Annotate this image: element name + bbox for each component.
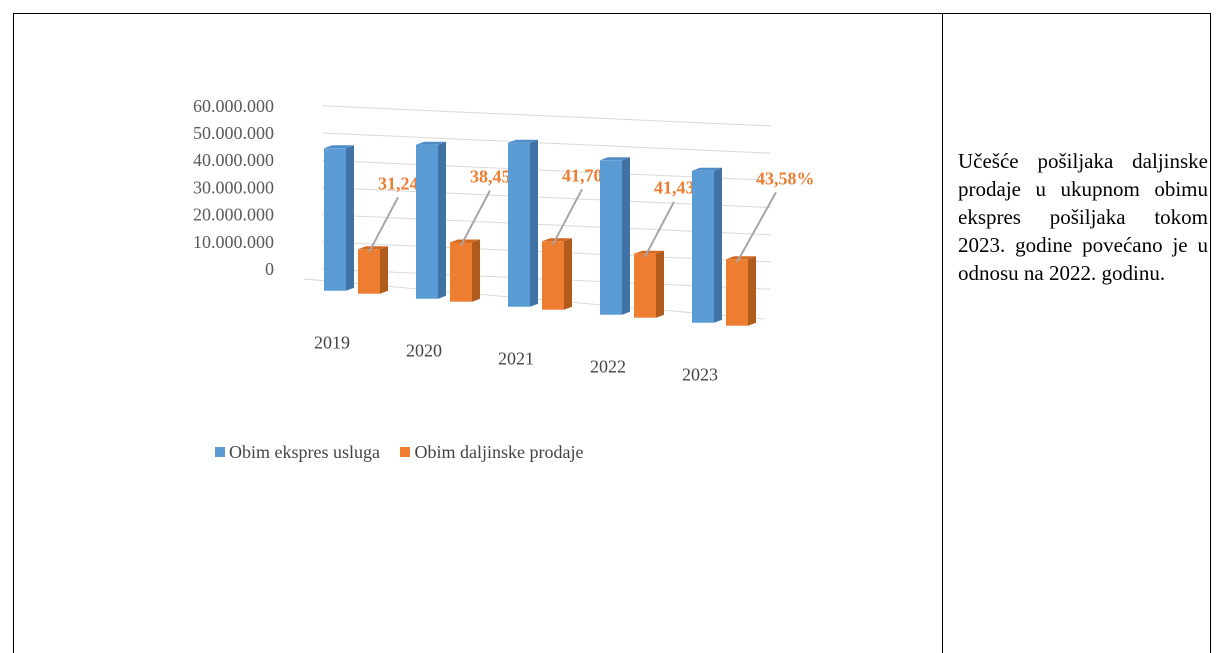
- bar-express: [416, 144, 438, 299]
- bar-express-top: [416, 141, 446, 145]
- bar-express-top: [324, 145, 354, 149]
- bar-distance-side: [564, 238, 572, 310]
- bar-distance-side: [656, 250, 664, 318]
- bar-express-side: [346, 145, 354, 291]
- bar-distance-top: [634, 250, 664, 254]
- table-border: [13, 13, 1211, 653]
- bar-distance: [634, 253, 656, 318]
- bar-express: [508, 142, 530, 307]
- gridline: [321, 105, 772, 127]
- gridline: [321, 132, 772, 154]
- y-tick-label: 0: [265, 259, 274, 279]
- bar-express: [600, 160, 622, 315]
- bar-distance: [726, 259, 748, 326]
- side-note: Učešće pošiljaka daljinske prodaje u uku…: [958, 149, 1208, 285]
- bar-distance: [358, 249, 380, 294]
- y-tick-label: 40.000.000: [193, 150, 274, 170]
- data-label-leader: [736, 191, 777, 263]
- bar-express-side: [438, 141, 446, 299]
- x-tick-label: 2022: [590, 357, 626, 377]
- x-tick-label: 2021: [498, 349, 534, 369]
- table-divider: [942, 13, 943, 653]
- x-tick-label: 2020: [406, 341, 442, 361]
- bar-express-top: [692, 167, 722, 171]
- y-tick-label: 50.000.000: [193, 123, 274, 143]
- bar-express-top: [600, 157, 630, 161]
- data-label-leader: [644, 201, 675, 258]
- bar-distance-side: [380, 246, 388, 294]
- y-tick-label: 10.000.000: [193, 232, 274, 252]
- bar-distance-top: [450, 239, 480, 243]
- legend-swatch-blue: [215, 447, 225, 457]
- bar-express: [692, 170, 714, 323]
- bar-distance-side: [472, 239, 480, 302]
- bar-distance-top: [726, 256, 756, 260]
- bar-express-side: [530, 139, 538, 307]
- bar-express-top: [508, 139, 538, 143]
- y-tick-label: 60.000.000: [193, 96, 274, 116]
- legend-label-express: Obim ekspres usluga: [229, 442, 380, 462]
- bar-distance: [450, 242, 472, 302]
- bar-distance-top: [542, 238, 572, 242]
- chart-legend: Obim ekspres usluga Obim daljinske proda…: [215, 442, 599, 463]
- data-label-leader: [552, 188, 583, 245]
- bar-express-side: [714, 167, 722, 323]
- data-label-leader: [460, 190, 491, 246]
- data-label: 43,58%: [756, 168, 815, 188]
- bar-express-side: [622, 157, 630, 315]
- x-tick-label: 2023: [682, 365, 718, 385]
- bar-distance-top: [358, 246, 388, 250]
- legend-item-express: Obim ekspres usluga: [215, 442, 380, 463]
- x-tick-label: 2019: [314, 333, 350, 353]
- bar-express: [324, 148, 346, 291]
- legend-label-distance: Obim daljinske prodaje: [414, 442, 584, 462]
- y-tick-label: 30.000.000: [193, 177, 274, 197]
- y-tick-label: 20.000.000: [193, 205, 274, 225]
- bar-distance-side: [748, 256, 756, 326]
- legend-item-distance: Obim daljinske prodaje: [400, 442, 583, 463]
- bar-distance: [542, 241, 564, 310]
- legend-swatch-orange: [400, 447, 411, 457]
- data-label-leader: [368, 196, 399, 253]
- bar-chart: 0 10.000.000 20.000.000 30.000.000 40.000.00…: [193, 96, 815, 385]
